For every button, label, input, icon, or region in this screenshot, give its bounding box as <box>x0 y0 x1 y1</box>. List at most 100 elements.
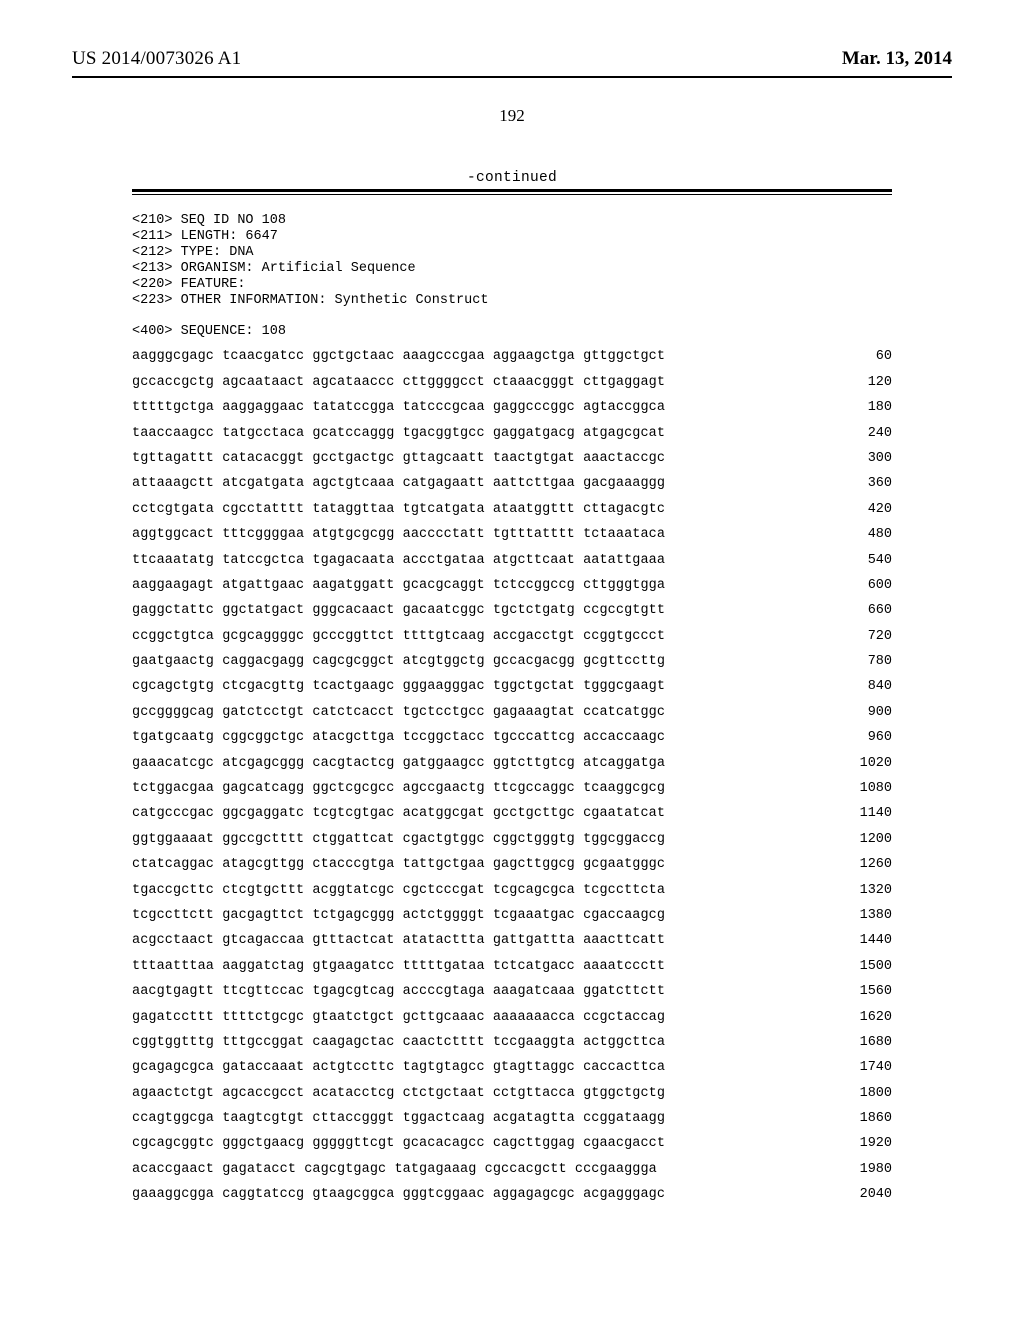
sequence-groups: attaaagctt atcgatgata agctgtcaaa catgaga… <box>132 477 665 491</box>
sequence-position: 1380 <box>826 909 892 923</box>
sequence-position: 1860 <box>826 1112 892 1126</box>
sequence-position: 1740 <box>826 1061 892 1075</box>
sequence-row: cgcagctgtg ctcgacgttg tcactgaagc gggaagg… <box>132 680 892 705</box>
sequence-row: acaccgaact gagatacct cagcgtgagc tatgagaa… <box>132 1163 892 1188</box>
sequence-row: tgatgcaatg cggcggctgc atacgcttga tccggct… <box>132 731 892 756</box>
sequence-position: 1260 <box>826 858 892 872</box>
sequence-groups: catgcccgac ggcgaggatc tcgtcgtgac acatggc… <box>132 807 665 821</box>
sequence-row: cgcagcggtc gggctgaacg gggggttcgt gcacaca… <box>132 1137 892 1162</box>
sequence-position: 240 <box>826 427 892 441</box>
sequence-groups: tttaatttaa aaggatctag gtgaagatcc tttttga… <box>132 960 665 974</box>
sequence-position: 840 <box>826 680 892 694</box>
page-container: US 2014/0073026 A1 Mar. 13, 2014 192 -co… <box>0 0 1024 1320</box>
top-thin-rule <box>132 194 892 195</box>
sequence-position: 180 <box>826 401 892 415</box>
sequence-row: tcgccttctt gacgagttct tctgagcggg actctgg… <box>132 909 892 934</box>
sequence-row: ttcaaatatg tatccgctca tgagacaata accctga… <box>132 554 892 579</box>
sequence-position: 2040 <box>826 1188 892 1202</box>
sequence-groups: gaggctattc ggctatgact gggcacaact gacaatc… <box>132 604 665 618</box>
sequence-groups: cctcgtgata cgcctatttt tataggttaa tgtcatg… <box>132 503 665 517</box>
sequence-row: tgttagattt catacacggt gcctgactgc gttagca… <box>132 452 892 477</box>
sequence-position: 360 <box>826 477 892 491</box>
sequence-block: -continued <210> SEQ ID NO 108 <211> LEN… <box>132 170 892 1214</box>
sequence-groups: tgttagattt catacacggt gcctgactgc gttagca… <box>132 452 665 466</box>
sequence-row: tttttgctga aaggaggaac tatatccgga tatcccg… <box>132 401 892 426</box>
sequence-groups: aggtggcact tttcggggaa atgtgcgcgg aacccct… <box>132 528 665 542</box>
sequence-groups: ttcaaatatg tatccgctca tgagacaata accctga… <box>132 554 665 568</box>
sequence-groups: gaaaggcgga caggtatccg gtaagcggca gggtcgg… <box>132 1188 665 1202</box>
sequence-row: acgcctaact gtcagaccaa gtttactcat atatact… <box>132 934 892 959</box>
sequence-groups: gcagagcgca gataccaaat actgtccttc tagtgta… <box>132 1061 665 1075</box>
sequence-groups: ctatcaggac atagcgttgg ctacccgtga tattgct… <box>132 858 665 872</box>
sequence-position: 1440 <box>826 934 892 948</box>
sequence-groups: tgaccgcttc ctcgtgcttt acggtatcgc cgctccc… <box>132 884 665 898</box>
sequence-position: 420 <box>826 503 892 517</box>
sequence-groups: aagggcgagc tcaacgatcc ggctgctaac aaagccc… <box>132 350 665 364</box>
sequence-groups: aaggaagagt atgattgaac aagatggatt gcacgca… <box>132 579 665 593</box>
sequence-row: aagggcgagc tcaacgatcc ggctgctaac aaagccc… <box>132 350 892 375</box>
sequence-row: aacgtgagtt ttcgttccac tgagcgtcag accccgt… <box>132 985 892 1010</box>
page-number: 192 <box>72 106 952 126</box>
sequence-row: ccagtggcga taagtcgtgt cttaccgggt tggactc… <box>132 1112 892 1137</box>
sequence-position: 900 <box>826 706 892 720</box>
sequence-position: 600 <box>826 579 892 593</box>
sequence-position: 1560 <box>826 985 892 999</box>
sequence-groups: aacgtgagtt ttcgttccac tgagcgtcag accccgt… <box>132 985 665 999</box>
sequence-groups: gccaccgctg agcaataact agcataaccc cttgggg… <box>132 376 665 390</box>
sequence-row: gagatccttt ttttctgcgc gtaatctgct gcttgca… <box>132 1011 892 1036</box>
sequence-row: gaaaggcgga caggtatccg gtaagcggca gggtcgg… <box>132 1188 892 1213</box>
sequence-position: 480 <box>826 528 892 542</box>
sequence-row: agaactctgt agcaccgcct acatacctcg ctctgct… <box>132 1087 892 1112</box>
sequence-position: 1620 <box>826 1011 892 1025</box>
sequence-row: tctggacgaa gagcatcagg ggctcgcgcc agccgaa… <box>132 782 892 807</box>
sequence-position: 1680 <box>826 1036 892 1050</box>
sequence-groups: cgcagcggtc gggctgaacg gggggttcgt gcacaca… <box>132 1137 665 1151</box>
sequence-position: 1140 <box>826 807 892 821</box>
page-header: US 2014/0073026 A1 Mar. 13, 2014 <box>72 48 952 70</box>
sequence-groups: gccggggcag gatctcctgt catctcacct tgctcct… <box>132 706 665 720</box>
sequence-position: 60 <box>826 350 892 364</box>
sequence-position: 1080 <box>826 782 892 796</box>
sequence-groups: taaccaagcc tatgcctaca gcatccaggg tgacggt… <box>132 427 665 441</box>
sequence-groups: acaccgaact gagatacct cagcgtgagc tatgagaa… <box>132 1163 657 1177</box>
sequence-row: tgaccgcttc ctcgtgcttt acggtatcgc cgctccc… <box>132 884 892 909</box>
sequence-position: 960 <box>826 731 892 745</box>
sequence-position: 720 <box>826 630 892 644</box>
header-rule <box>72 76 952 78</box>
sequence-position: 1320 <box>826 884 892 898</box>
sequence-row: gaaacatcgc atcgagcggg cacgtactcg gatggaa… <box>132 757 892 782</box>
sequence-row: gaggctattc ggctatgact gggcacaact gacaatc… <box>132 604 892 629</box>
sequence-groups: ccagtggcga taagtcgtgt cttaccgggt tggactc… <box>132 1112 665 1126</box>
sequence-position: 1800 <box>826 1087 892 1101</box>
sequence-groups: agaactctgt agcaccgcct acatacctcg ctctgct… <box>132 1087 665 1101</box>
sequence-row: tttaatttaa aaggatctag gtgaagatcc tttttga… <box>132 960 892 985</box>
sequence-row: gccggggcag gatctcctgt catctcacct tgctcct… <box>132 706 892 731</box>
sequence-position: 1980 <box>826 1163 892 1177</box>
sequence-row: cctcgtgata cgcctatttt tataggttaa tgtcatg… <box>132 503 892 528</box>
sequence-metadata: <210> SEQ ID NO 108 <211> LENGTH: 6647 <… <box>132 213 892 340</box>
sequence-row: catgcccgac ggcgaggatc tcgtcgtgac acatggc… <box>132 807 892 832</box>
sequence-position: 120 <box>826 376 892 390</box>
sequence-groups: acgcctaact gtcagaccaa gtttactcat atatact… <box>132 934 665 948</box>
sequence-position: 300 <box>826 452 892 466</box>
publication-number: US 2014/0073026 A1 <box>72 48 241 70</box>
sequence-body: aagggcgagc tcaacgatcc ggctgctaac aaagccc… <box>132 350 892 1213</box>
sequence-row: aaggaagagt atgattgaac aagatggatt gcacgca… <box>132 579 892 604</box>
sequence-groups: cggtggtttg tttgccggat caagagctac caactct… <box>132 1036 665 1050</box>
sequence-row: ctatcaggac atagcgttgg ctacccgtga tattgct… <box>132 858 892 883</box>
sequence-groups: cgcagctgtg ctcgacgttg tcactgaagc gggaagg… <box>132 680 665 694</box>
sequence-groups: tcgccttctt gacgagttct tctgagcggg actctgg… <box>132 909 665 923</box>
sequence-groups: ggtggaaaat ggccgctttt ctggattcat cgactgt… <box>132 833 665 847</box>
sequence-position: 1500 <box>826 960 892 974</box>
sequence-groups: gaatgaactg caggacgagg cagcgcggct atcgtgg… <box>132 655 665 669</box>
sequence-row: taaccaagcc tatgcctaca gcatccaggg tgacggt… <box>132 427 892 452</box>
sequence-row: ggtggaaaat ggccgctttt ctggattcat cgactgt… <box>132 833 892 858</box>
sequence-row: gcagagcgca gataccaaat actgtccttc tagtgta… <box>132 1061 892 1086</box>
sequence-groups: gagatccttt ttttctgcgc gtaatctgct gcttgca… <box>132 1011 665 1025</box>
sequence-row: aggtggcact tttcggggaa atgtgcgcgg aacccct… <box>132 528 892 553</box>
sequence-position: 1200 <box>826 833 892 847</box>
sequence-row: attaaagctt atcgatgata agctgtcaaa catgaga… <box>132 477 892 502</box>
continued-label: -continued <box>132 170 892 186</box>
sequence-row: cggtggtttg tttgccggat caagagctac caactct… <box>132 1036 892 1061</box>
sequence-row: ccggctgtca gcgcaggggc gcccggttct ttttgtc… <box>132 630 892 655</box>
